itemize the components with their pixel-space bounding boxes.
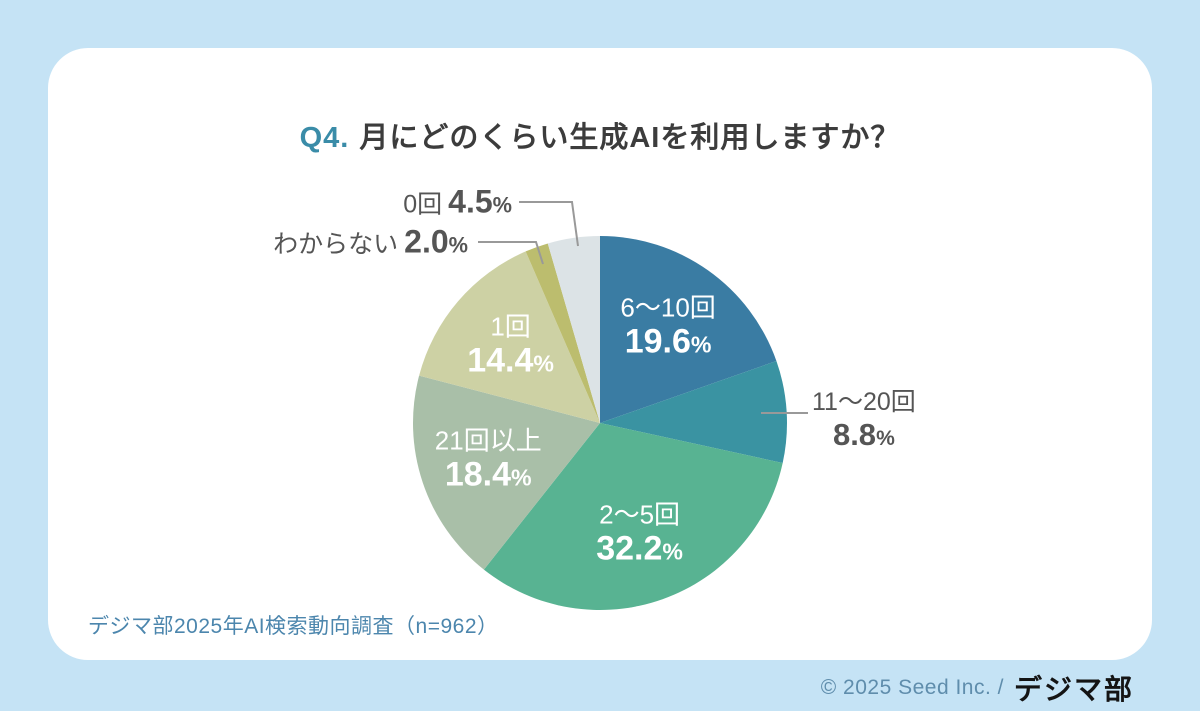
footer: © 2025 Seed Inc. / デジマ部 [821,670,1134,706]
leader-line-6 [519,201,579,247]
source-note: デジマ部2025年AI検索動向調査（n=962） [88,615,499,638]
copyright-text: © 2025 Seed Inc. / [820,676,1004,699]
chart-card: Q4. 月にどのくらい生成AIを利用しますか？ 6〜10回 19.6% 11〜20回 8… [48,48,1152,660]
pie-slice-2 [483,423,783,610]
leader-line-5 [478,241,544,265]
pie-slice-3 [413,375,600,570]
pie-slice-1 [600,360,787,463]
question-text: 月にどのくらい生成AIを利用しますか？ [359,122,901,154]
question-number: Q4. [299,122,350,154]
pie-slice-4 [419,251,600,423]
brand-logo: デジマ部 [1013,674,1134,705]
pie-chart [413,201,808,610]
pie-slice-5 [525,243,600,423]
pie-slice-6 [547,236,600,423]
page-title: Q4. 月にどのくらい生成AIを利用しますか？ [48,114,1152,156]
pie-slice-0 [600,236,777,423]
